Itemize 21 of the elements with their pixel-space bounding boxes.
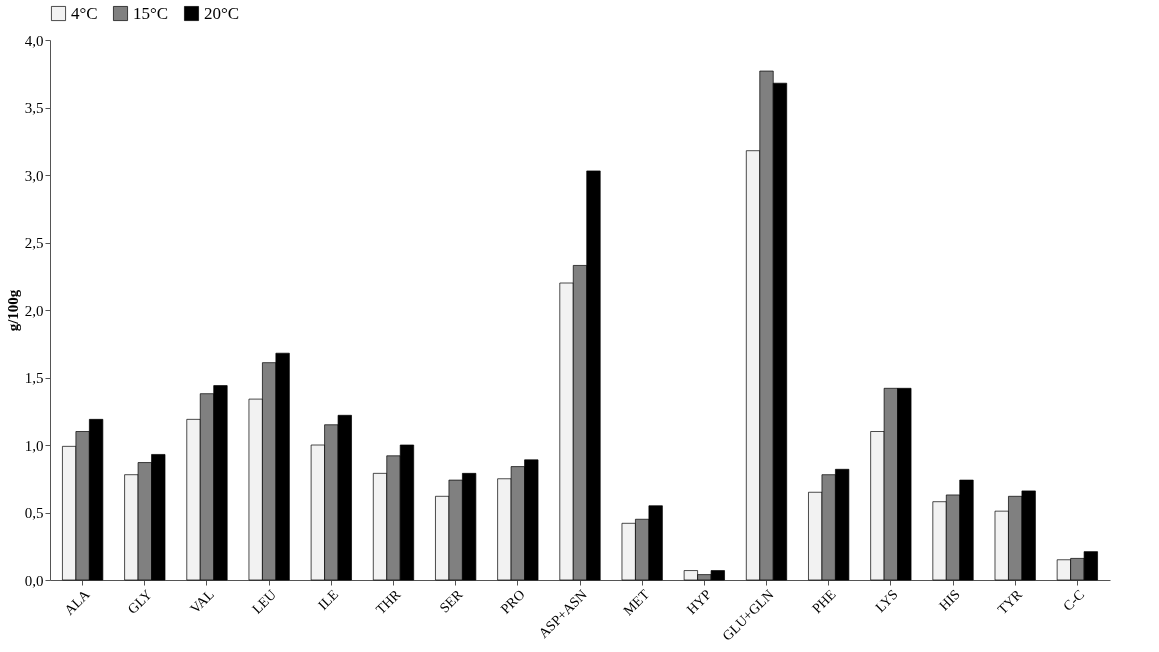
x-tick-label: SER [436,586,467,616]
x-tick-label: TYR [994,586,1026,618]
x-tick-label: HIS [936,586,963,614]
y-axis-title: g/100g [4,289,21,332]
y-tick-label: 2,5 [24,235,44,251]
y-tick-label: 3,5 [24,100,44,116]
legend-label: 4°C [71,3,98,23]
y-tick-label: 2,0 [24,302,44,319]
x-tick-label: VAL [187,586,217,617]
y-tick-label: 1,5 [24,370,44,386]
legend-label: 15°C [133,3,169,23]
y-tick-label: 3,0 [24,167,44,184]
y-tick-label: 0,0 [24,572,44,589]
legend-label: 20°C [204,3,240,23]
x-tick-label: C-C [1060,586,1088,614]
x-tick-label: LYS [872,586,901,616]
y-tick-label: 1,0 [24,437,44,454]
x-tick-label: THR [372,586,404,618]
y-tick-label: 0,5 [24,505,44,521]
x-tick-label: ILE [315,586,342,613]
y-tick-label: 4,0 [24,32,44,49]
